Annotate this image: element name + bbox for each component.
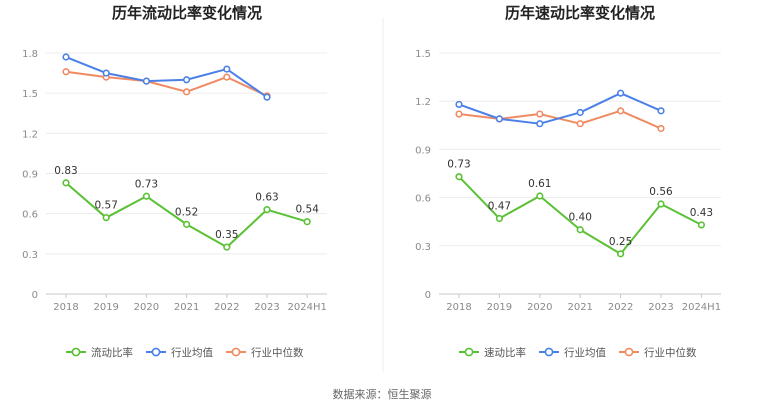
y-tick-label: 0.3 <box>415 242 431 253</box>
legend-label: 行业中位数 <box>644 346 697 359</box>
x-tick-label: 2022 <box>214 302 239 313</box>
y-tick-label: 0.9 <box>415 145 431 156</box>
legend-swatch-marker <box>544 347 554 357</box>
data-point <box>183 88 191 96</box>
data-source-note: 数据来源：恒生聚源 <box>333 387 432 401</box>
data-point <box>455 110 463 118</box>
series-line <box>65 70 268 97</box>
legend-swatch-marker <box>71 347 81 357</box>
data-point <box>616 107 625 115</box>
x-tick-label: 2021 <box>567 302 592 313</box>
legend-swatch-marker <box>231 347 241 357</box>
data-point <box>183 220 191 228</box>
data-point <box>62 53 70 61</box>
data-point <box>455 173 463 181</box>
data-label: 0.73 <box>447 159 470 171</box>
data-point <box>536 120 544 128</box>
y-tick-label: 1.8 <box>22 49 38 60</box>
x-tick-label: 2020 <box>134 302 159 313</box>
data-point <box>697 221 706 229</box>
y-tick-label: 1.5 <box>22 89 38 100</box>
data-point <box>657 200 665 208</box>
data-label: 0.83 <box>54 165 77 177</box>
x-tick-label: 2019 <box>93 302 118 313</box>
data-point <box>536 192 544 200</box>
y-tick-label: 1.2 <box>22 129 38 140</box>
x-tick-label: 2023 <box>648 302 673 313</box>
y-tick-label: 1.5 <box>415 49 431 60</box>
y-tick-label: 1.2 <box>415 97 431 108</box>
data-point <box>455 100 463 109</box>
y-tick-label: 0 <box>32 290 38 301</box>
chart-title: 历年速动比率变化情况 <box>505 4 655 22</box>
y-tick-label: 0 <box>425 290 431 301</box>
y-tick-label: 0.9 <box>22 170 38 181</box>
data-label: 0.43 <box>690 207 713 219</box>
data-point <box>495 115 504 123</box>
data-label: 0.57 <box>95 200 118 212</box>
legend-label: 流动比率 <box>91 346 133 359</box>
series-line <box>65 56 268 99</box>
data-point <box>263 206 271 214</box>
data-point <box>616 250 625 258</box>
data-label: 0.40 <box>569 212 592 224</box>
legend-label: 行业均值 <box>564 346 606 359</box>
x-tick-label: 2022 <box>608 302 633 313</box>
data-label: 0.52 <box>175 206 198 218</box>
data-point <box>223 73 231 81</box>
data-label: 0.25 <box>609 236 632 248</box>
data-point <box>576 108 584 117</box>
data-point <box>142 77 150 85</box>
y-tick-label: 0.3 <box>22 250 38 261</box>
x-tick-label: 2024H1 <box>682 302 721 313</box>
x-tick-label: 2018 <box>446 302 471 313</box>
data-point <box>576 120 584 128</box>
legend-swatch-marker <box>464 347 474 357</box>
legend-label: 行业中位数 <box>251 346 304 359</box>
series-line <box>458 109 662 130</box>
x-tick-label: 2019 <box>487 302 512 313</box>
series-line <box>458 92 662 125</box>
y-tick-label: 0.6 <box>415 194 431 205</box>
legend-swatch-marker <box>624 347 634 357</box>
data-point <box>223 65 231 73</box>
data-point <box>616 89 625 97</box>
data-label: 0.35 <box>215 229 238 241</box>
data-label: 0.73 <box>135 178 158 190</box>
x-tick-label: 2020 <box>527 302 552 313</box>
legend-label: 速动比率 <box>484 346 526 359</box>
data-label: 0.56 <box>649 186 673 198</box>
data-point <box>263 93 271 101</box>
data-point <box>102 214 110 222</box>
data-point <box>303 218 311 226</box>
x-tick-label: 2018 <box>53 302 78 313</box>
data-label: 0.47 <box>488 200 511 212</box>
data-point <box>102 69 110 77</box>
legend-swatch-marker <box>151 347 161 357</box>
data-point <box>657 124 665 133</box>
data-point <box>495 214 504 223</box>
data-label: 0.63 <box>255 192 278 204</box>
x-tick-label: 2023 <box>254 302 279 313</box>
data-point <box>223 243 231 251</box>
data-point <box>142 192 150 200</box>
data-point <box>576 226 584 234</box>
data-point <box>62 179 70 187</box>
x-tick-label: 2021 <box>174 302 199 313</box>
chart-title: 历年流动比率变化情况 <box>112 4 262 22</box>
y-tick-label: 0.6 <box>22 210 38 221</box>
data-point <box>657 107 665 115</box>
data-point <box>62 68 70 76</box>
data-point <box>183 76 191 84</box>
data-point <box>536 110 544 118</box>
data-label: 0.61 <box>528 178 551 190</box>
data-label: 0.54 <box>296 204 320 216</box>
legend-label: 行业均值 <box>171 346 213 359</box>
x-tick-label: 2024H1 <box>288 302 327 313</box>
